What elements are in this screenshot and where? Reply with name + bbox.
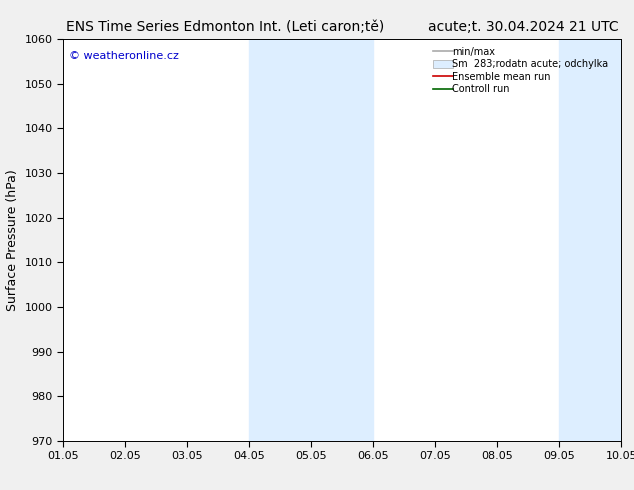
Text: © weatheronline.cz: © weatheronline.cz xyxy=(69,51,179,61)
Y-axis label: Surface Pressure (hPa): Surface Pressure (hPa) xyxy=(6,169,19,311)
Legend: min/max, Sm  283;rodatn acute; odchylka, Ensemble mean run, Controll run: min/max, Sm 283;rodatn acute; odchylka, … xyxy=(430,44,616,97)
Bar xyxy=(249,39,311,441)
Title: ENS Time Series Edmonton Int. (Leti caron;tě)          acute;t. 30.04.2024 21 UT: ENS Time Series Edmonton Int. (Leti caro… xyxy=(66,20,619,34)
Bar xyxy=(559,39,621,441)
Bar xyxy=(311,39,373,441)
